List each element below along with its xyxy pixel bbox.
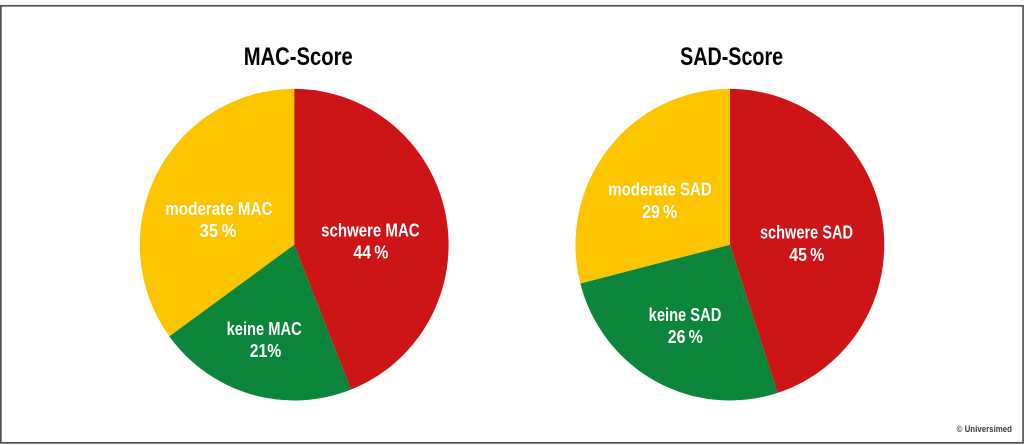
- svg-text:schwere SAD: schwere SAD: [760, 223, 853, 243]
- svg-text:schwere MAC: schwere MAC: [321, 221, 420, 241]
- svg-text:45 %: 45 %: [789, 245, 824, 265]
- svg-text:keine SAD: keine SAD: [649, 305, 722, 325]
- svg-text:moderate MAC: moderate MAC: [165, 199, 272, 219]
- svg-text:35 %: 35 %: [200, 221, 237, 241]
- svg-text:moderate SAD: moderate SAD: [608, 180, 712, 200]
- svg-text:SAD-Score: SAD-Score: [680, 43, 783, 71]
- svg-text:© Universimed: © Universimed: [957, 424, 1013, 435]
- svg-text:26 %: 26 %: [668, 327, 703, 347]
- svg-text:44 %: 44 %: [353, 243, 388, 263]
- svg-text:21%: 21%: [250, 341, 282, 361]
- svg-text:29 %: 29 %: [642, 202, 677, 222]
- svg-text:keine MAC: keine MAC: [227, 319, 302, 339]
- svg-text:MAC-Score: MAC-Score: [244, 43, 353, 71]
